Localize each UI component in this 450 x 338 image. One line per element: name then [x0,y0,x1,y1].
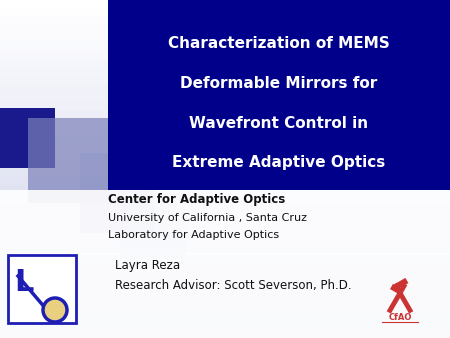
Text: Wavefront Control in: Wavefront Control in [189,116,369,130]
Bar [0,194,450,203]
Text: L: L [14,268,33,297]
Bar [108,0,450,190]
Bar [0,118,450,127]
Bar [0,68,450,76]
Bar [0,190,450,248]
Bar [0,25,450,34]
Bar [0,279,450,287]
Bar [0,169,450,177]
Bar [80,153,155,233]
Bar [8,255,76,323]
Bar [0,127,450,135]
Bar [0,8,450,17]
Bar [0,296,450,304]
Bar [120,193,185,258]
Bar [0,42,450,51]
Bar [0,76,450,84]
Bar [0,262,450,270]
Text: Research Advisor: Scott Severson, Ph.D.: Research Advisor: Scott Severson, Ph.D. [115,280,351,292]
Bar [0,203,450,211]
Bar [0,177,450,186]
Text: Characterization of MEMS: Characterization of MEMS [168,35,390,50]
Bar [0,34,450,42]
Text: Extreme Adaptive Optics: Extreme Adaptive Optics [172,155,386,170]
Bar [0,93,450,101]
Bar [0,186,450,194]
Bar [0,270,450,279]
Bar [0,59,450,68]
Bar [0,287,450,296]
Bar [0,0,450,8]
Bar [0,313,450,321]
Bar [0,17,450,25]
Bar [0,245,450,254]
Bar [0,321,450,330]
Bar [0,152,450,161]
Bar [0,108,55,168]
Bar [0,254,450,262]
Bar [0,135,450,144]
Bar [0,248,450,338]
Bar [0,161,450,169]
Text: Layra Reza: Layra Reza [115,260,180,272]
Bar [0,330,450,338]
Bar [0,84,450,93]
Bar [0,101,450,110]
Text: University of California , Santa Cruz: University of California , Santa Cruz [108,213,307,223]
Bar [0,51,450,59]
Text: Deformable Mirrors for: Deformable Mirrors for [180,75,378,91]
Bar [0,211,450,220]
Bar [395,278,409,289]
Bar [0,237,450,245]
Bar [0,144,450,152]
Bar [0,110,450,118]
Bar [0,228,450,237]
Bar [0,304,450,313]
Text: Center for Adaptive Optics: Center for Adaptive Optics [108,193,285,207]
Bar [0,220,450,228]
Bar [28,118,108,203]
Text: CfAO: CfAO [388,313,412,321]
Bar [390,284,403,295]
Text: Laboratory for Adaptive Optics: Laboratory for Adaptive Optics [108,230,279,240]
Circle shape [43,298,67,322]
